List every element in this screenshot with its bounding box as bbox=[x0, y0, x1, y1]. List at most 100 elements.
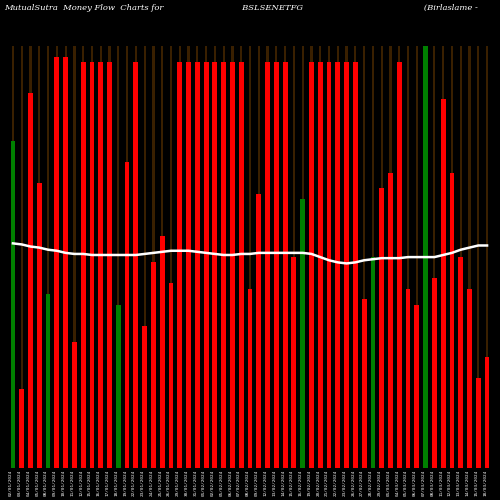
Bar bbox=[151, 262, 156, 468]
Bar bbox=[152, 46, 154, 468]
Bar bbox=[353, 62, 358, 468]
Bar bbox=[380, 46, 383, 468]
Bar bbox=[144, 46, 146, 468]
Bar bbox=[230, 62, 235, 468]
Bar bbox=[450, 172, 454, 468]
Bar bbox=[196, 46, 198, 468]
Bar bbox=[477, 46, 480, 468]
Bar bbox=[284, 46, 286, 468]
Bar bbox=[126, 46, 128, 468]
Bar bbox=[204, 62, 208, 468]
Bar bbox=[47, 46, 49, 468]
Bar bbox=[310, 46, 312, 468]
Bar bbox=[397, 62, 402, 468]
Bar bbox=[363, 46, 365, 468]
Bar bbox=[440, 99, 446, 468]
Bar bbox=[178, 62, 182, 468]
Bar bbox=[300, 199, 305, 468]
Bar bbox=[423, 46, 428, 468]
Bar bbox=[54, 56, 60, 468]
Bar bbox=[28, 94, 33, 468]
Bar bbox=[168, 284, 173, 468]
Bar bbox=[256, 194, 261, 468]
Bar bbox=[266, 46, 268, 468]
Bar bbox=[195, 62, 200, 468]
Bar bbox=[160, 236, 164, 468]
Bar bbox=[82, 46, 84, 468]
Bar bbox=[214, 46, 216, 468]
Bar bbox=[222, 46, 225, 468]
Bar bbox=[232, 46, 234, 468]
Bar bbox=[434, 46, 436, 468]
Bar bbox=[362, 300, 366, 468]
Bar bbox=[302, 46, 304, 468]
Bar bbox=[12, 46, 14, 468]
Bar bbox=[326, 62, 332, 468]
Bar bbox=[81, 62, 86, 468]
Bar bbox=[205, 46, 207, 468]
Bar bbox=[161, 46, 164, 468]
Bar bbox=[170, 46, 172, 468]
Bar bbox=[90, 62, 94, 468]
Bar bbox=[100, 46, 102, 468]
Bar bbox=[91, 46, 93, 468]
Bar bbox=[390, 46, 392, 468]
Bar bbox=[328, 46, 330, 468]
Bar bbox=[336, 62, 340, 468]
Bar bbox=[72, 342, 77, 468]
Bar bbox=[63, 56, 68, 468]
Bar bbox=[135, 46, 137, 468]
Bar bbox=[221, 62, 226, 468]
Bar bbox=[458, 257, 463, 468]
Bar bbox=[293, 46, 295, 468]
Bar bbox=[416, 46, 418, 468]
Bar bbox=[56, 46, 58, 468]
Bar bbox=[372, 46, 374, 468]
Bar bbox=[388, 172, 393, 468]
Bar bbox=[107, 62, 112, 468]
Bar bbox=[467, 289, 472, 468]
Bar bbox=[134, 62, 138, 468]
Bar bbox=[451, 46, 453, 468]
Bar bbox=[380, 188, 384, 468]
Bar bbox=[46, 294, 51, 468]
Bar bbox=[178, 46, 181, 468]
Bar bbox=[64, 46, 66, 468]
Bar bbox=[124, 162, 130, 468]
Bar bbox=[240, 46, 242, 468]
Bar bbox=[476, 378, 480, 468]
Bar bbox=[98, 62, 103, 468]
Bar bbox=[460, 46, 462, 468]
Bar bbox=[38, 46, 40, 468]
Bar bbox=[116, 304, 120, 468]
Bar bbox=[442, 46, 444, 468]
Bar bbox=[414, 304, 419, 468]
Bar bbox=[484, 358, 490, 468]
Bar bbox=[37, 183, 42, 468]
Bar bbox=[249, 46, 251, 468]
Bar bbox=[406, 289, 410, 468]
Bar bbox=[117, 46, 119, 468]
Bar bbox=[398, 46, 400, 468]
Bar bbox=[346, 46, 348, 468]
Bar bbox=[486, 46, 488, 468]
Bar bbox=[318, 62, 322, 468]
Bar bbox=[336, 46, 339, 468]
Bar bbox=[354, 46, 356, 468]
Bar bbox=[424, 46, 426, 468]
Text: MutualSutra  Money Flow  Charts for                              BSLSENETFG     : MutualSutra Money Flow Charts for BSLSEN… bbox=[4, 4, 478, 12]
Bar bbox=[212, 62, 218, 468]
Bar bbox=[344, 62, 349, 468]
Bar bbox=[30, 46, 32, 468]
Bar bbox=[108, 46, 110, 468]
Bar bbox=[292, 257, 296, 468]
Bar bbox=[248, 289, 252, 468]
Bar bbox=[282, 62, 288, 468]
Bar bbox=[407, 46, 409, 468]
Bar bbox=[370, 257, 376, 468]
Bar bbox=[142, 326, 147, 468]
Bar bbox=[274, 62, 279, 468]
Bar bbox=[275, 46, 278, 468]
Bar bbox=[20, 46, 23, 468]
Bar bbox=[265, 62, 270, 468]
